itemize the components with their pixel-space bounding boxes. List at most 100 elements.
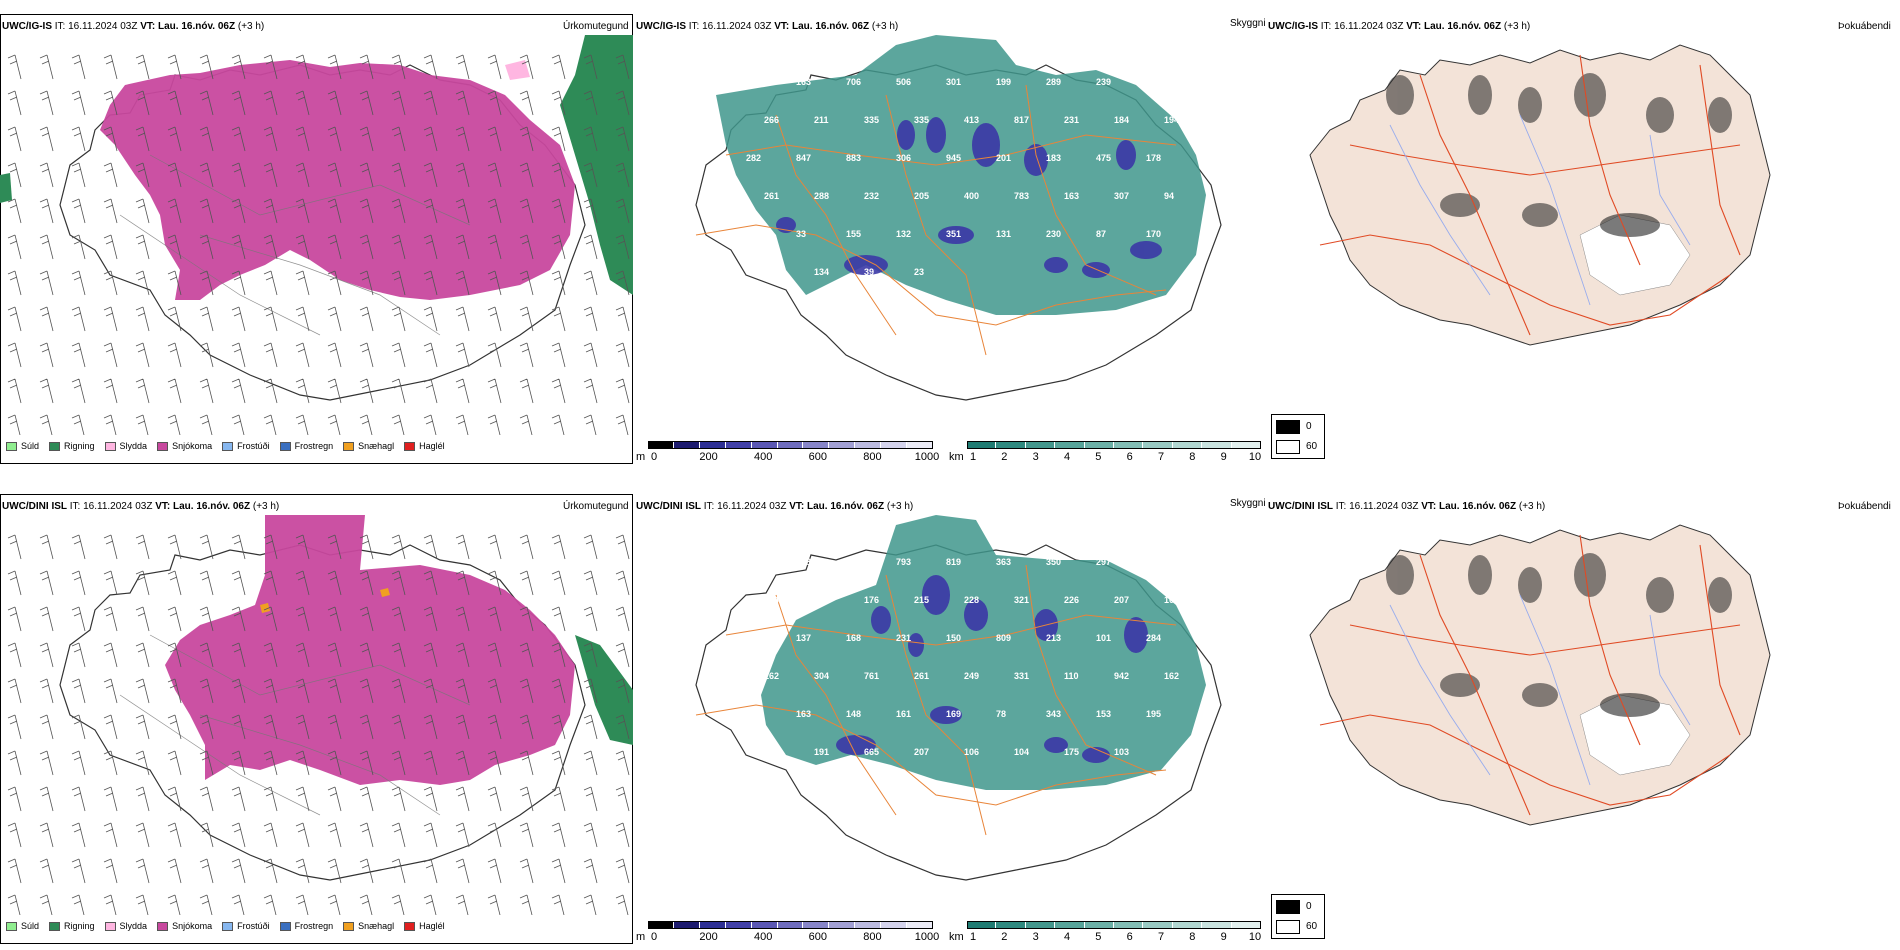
cloud-base-label: 475: [1096, 153, 1111, 163]
colorbar-segment: [996, 921, 1026, 929]
cloud-base-label: 266: [764, 115, 779, 125]
colorbar-tick: 600: [808, 931, 827, 943]
cloud-base-label: 945: [946, 153, 961, 163]
wind-barb-icon: [327, 234, 342, 260]
cloud-base-label: 363: [996, 557, 1011, 567]
legend-swatch: [157, 921, 169, 931]
legend-item: Rigning: [49, 441, 95, 451]
visibility-colorbar: km 1 2 3 4 5 6 7 8 9 10: [949, 921, 1269, 945]
legend-swatch: [279, 441, 291, 451]
wind-barb-icon: [263, 54, 278, 80]
cloud-base-label: 162: [764, 671, 779, 681]
wind-barb-icon: [359, 822, 374, 848]
wind-barb-icon: [167, 198, 182, 224]
wind-barb-icon: [199, 894, 213, 915]
cloud-base-label: 184: [1114, 115, 1129, 125]
wind-barb-icon: [103, 90, 118, 116]
wind-barb-icon: [423, 678, 438, 704]
wind-barb-icon: [359, 714, 374, 740]
fog-panel-title: Þokuábendi: [1838, 501, 1891, 512]
visibility-colorbar: km 1 2 3 4 5 6 7 8 9 10: [949, 441, 1269, 465]
wind-barb-icon: [263, 198, 278, 224]
wind-barb-icon: [423, 90, 438, 116]
wind-barb-icon: [423, 750, 438, 776]
wind-barb-icon: [103, 534, 118, 560]
wind-barb-icon: [583, 342, 598, 368]
wind-barb-icon: [327, 306, 342, 332]
wind-barb-icon: [295, 714, 310, 740]
wind-barb-icon: [327, 714, 342, 740]
colorbar-segment: [1172, 921, 1203, 929]
colorbar-segment: [648, 441, 674, 449]
cloud-base-label: 155: [846, 229, 861, 239]
wind-barb-icon: [487, 678, 502, 704]
wind-barb-icon: [615, 894, 629, 915]
cloud-base-label: 761: [864, 671, 879, 681]
wind-barb-icon: [359, 270, 374, 296]
colorbar-segment: [1172, 441, 1203, 449]
colorbar-segment: [1202, 441, 1232, 449]
wind-barb-icon: [71, 858, 86, 884]
legend-item: Súld: [6, 441, 39, 451]
wind-barb-icon: [199, 570, 214, 596]
colorbar-tick: 2: [1001, 451, 1008, 463]
cloud-base-label: 331: [1014, 671, 1029, 681]
wind-barb-icon: [519, 198, 534, 224]
wind-barb-icon: [71, 786, 86, 812]
wind-barb-icon: [423, 570, 438, 596]
wind-barb-icon: [39, 234, 54, 260]
wind-barb-icon: [135, 678, 150, 704]
colorbar-tick: 800: [863, 931, 882, 943]
wind-barb-icon: [135, 894, 149, 915]
wind-barb-icon: [615, 342, 630, 368]
wind-barb-icon: [327, 414, 341, 435]
colorbar-segment: [1202, 921, 1232, 929]
wind-barb-icon: [359, 342, 374, 368]
legend-swatch: [343, 441, 355, 451]
legend-item: Frostregn: [279, 921, 333, 931]
wind-barb-icon: [103, 342, 118, 368]
colorbar-tick: 10: [1248, 931, 1262, 943]
wind-barb-icon: [455, 750, 470, 776]
wind-barb-icon: [615, 90, 630, 116]
wind-barb-icon: [359, 570, 374, 596]
wind-barb-icon: [39, 162, 54, 188]
cloud-base-label: 201: [996, 153, 1011, 163]
colorbar-tick: 1000: [914, 451, 940, 463]
wind-barb-icon: [103, 822, 118, 848]
colorbar-segment: [803, 921, 830, 929]
legend-swatch: [404, 921, 416, 931]
wind-barb-icon: [263, 234, 278, 260]
wind-barb-icon: [135, 306, 150, 332]
wind-barb-icon: [263, 786, 278, 812]
cloud-base-label: 139: [746, 229, 761, 239]
wind-barb-icon: [135, 534, 150, 560]
wind-barb-icon: [7, 822, 22, 848]
cloud-panel-header: UWC/DINI ISL IT: 16.11.2024 03Z VT: Lau.…: [636, 501, 914, 512]
wind-barb-icon: [391, 894, 405, 915]
wind-barb-icon: [295, 306, 310, 332]
ceiling-colorbar: m 0 200 400 600 800 1000: [636, 441, 941, 465]
wind-barb-icon: [583, 306, 598, 332]
legend-swatch: [404, 441, 416, 451]
wind-barb-icon: [359, 54, 374, 80]
cloud-base-label: 209: [746, 633, 761, 643]
wind-barb-icon: [455, 162, 470, 188]
cloud-base-label: 335: [914, 115, 929, 125]
wind-barb-icon: [583, 858, 598, 884]
legend-item: Snæhagl: [343, 441, 394, 451]
precip-panel-header: UWC/DINI ISL IT: 16.11.2024 03Z VT: Lau.…: [2, 501, 280, 512]
wind-barb-icon: [583, 894, 597, 915]
wind-barb-icon: [519, 786, 534, 812]
wind-barb-icon: [327, 750, 342, 776]
cloud-base-label: 162: [1164, 671, 1179, 681]
cloud-base-label: 176: [864, 595, 879, 605]
wind-barb-icon: [391, 306, 406, 332]
wind-barb-icon: [519, 642, 534, 668]
fog-map: [1309, 524, 1771, 826]
wind-barb-icon: [135, 714, 150, 740]
cloud-base-label: 211: [814, 115, 829, 125]
colorbar-segment: [996, 441, 1026, 449]
wind-barb-icon: [391, 414, 405, 435]
wind-barb-icon: [39, 858, 54, 884]
